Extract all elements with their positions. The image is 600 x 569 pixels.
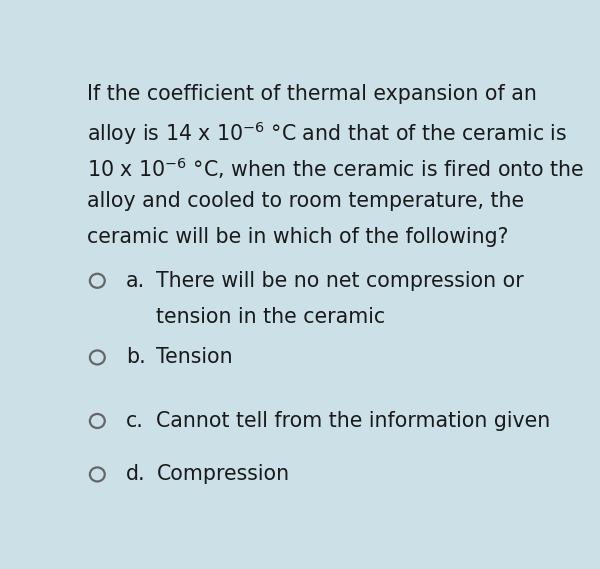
Text: a.: a. <box>126 271 145 291</box>
Text: There will be no net compression or: There will be no net compression or <box>157 271 524 291</box>
Text: Compression: Compression <box>157 464 290 484</box>
Text: Tension: Tension <box>157 348 233 368</box>
Text: alloy is 14 x 10$^{-6}$ °C and that of the ceramic is: alloy is 14 x 10$^{-6}$ °C and that of t… <box>86 119 567 147</box>
Circle shape <box>90 274 105 288</box>
Text: Cannot tell from the information given: Cannot tell from the information given <box>157 411 551 431</box>
Circle shape <box>90 414 105 428</box>
Circle shape <box>90 351 105 365</box>
Text: tension in the ceramic: tension in the ceramic <box>157 307 386 327</box>
Text: alloy and cooled to room temperature, the: alloy and cooled to room temperature, th… <box>86 191 524 212</box>
Circle shape <box>90 467 105 481</box>
Text: If the coefficient of thermal expansion of an: If the coefficient of thermal expansion … <box>86 84 536 104</box>
Text: c.: c. <box>126 411 144 431</box>
Text: ceramic will be in which of the following?: ceramic will be in which of the followin… <box>86 228 508 248</box>
Text: b.: b. <box>126 348 146 368</box>
Text: d.: d. <box>126 464 146 484</box>
Text: 10 x 10$^{-6}$ °C, when the ceramic is fired onto the: 10 x 10$^{-6}$ °C, when the ceramic is f… <box>86 155 584 181</box>
